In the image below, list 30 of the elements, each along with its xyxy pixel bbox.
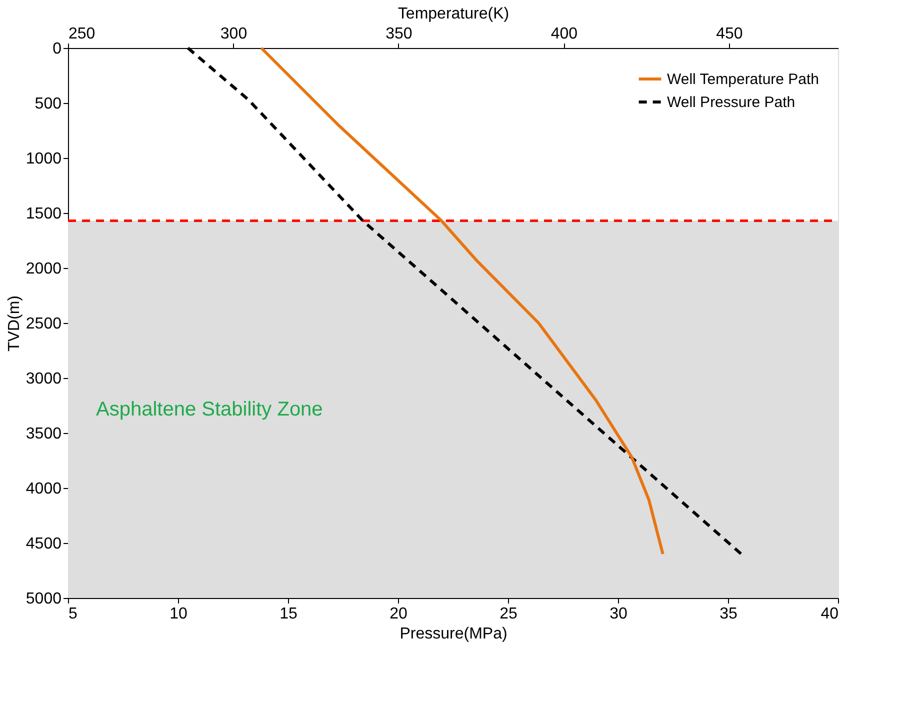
- legend-label: Well Pressure Path: [667, 94, 796, 111]
- y-tick-label: 5000: [26, 590, 62, 608]
- y-tick-label: 2500: [26, 316, 62, 332]
- x-tick-label: 5: [68, 606, 78, 622]
- y-axis-title: TVD(m): [6, 296, 23, 352]
- x-tick-label: 35: [720, 606, 738, 622]
- y-tick-label: 2000: [26, 260, 62, 278]
- x2-axis-title: Temperature(K): [398, 6, 510, 22]
- band-label: Asphaltene Stability Zone: [96, 398, 323, 420]
- y-tick-label: 1000: [26, 150, 62, 168]
- x-axis-title: Pressure(MPa): [400, 626, 508, 642]
- x-tick-label: 40: [820, 606, 839, 622]
- y-tick-label: 4000: [26, 480, 62, 498]
- x-tick-label: 30: [610, 606, 628, 622]
- x-tick-label: 15: [280, 606, 298, 622]
- legend-label: Well Temperature Path: [667, 71, 820, 88]
- y-tick-label: 4500: [26, 536, 62, 552]
- x2-tick-label: 450: [716, 26, 743, 42]
- y-tick-label: 0: [52, 40, 62, 58]
- y-tick-label: 500: [34, 96, 62, 112]
- x-tick-label: 20: [390, 606, 408, 622]
- x-tick-label: 10: [170, 606, 188, 622]
- y-tick-label: 3000: [26, 370, 62, 388]
- x-tick-label: 25: [500, 606, 518, 622]
- x2-tick-label: 250: [68, 26, 96, 42]
- x2-tick-label: 300: [220, 26, 248, 42]
- x2-tick-label: 400: [550, 26, 578, 42]
- y-tick-label: 3500: [26, 426, 62, 442]
- y-tick-label: 1500: [26, 206, 62, 222]
- x2-tick-label: 350: [386, 26, 412, 42]
